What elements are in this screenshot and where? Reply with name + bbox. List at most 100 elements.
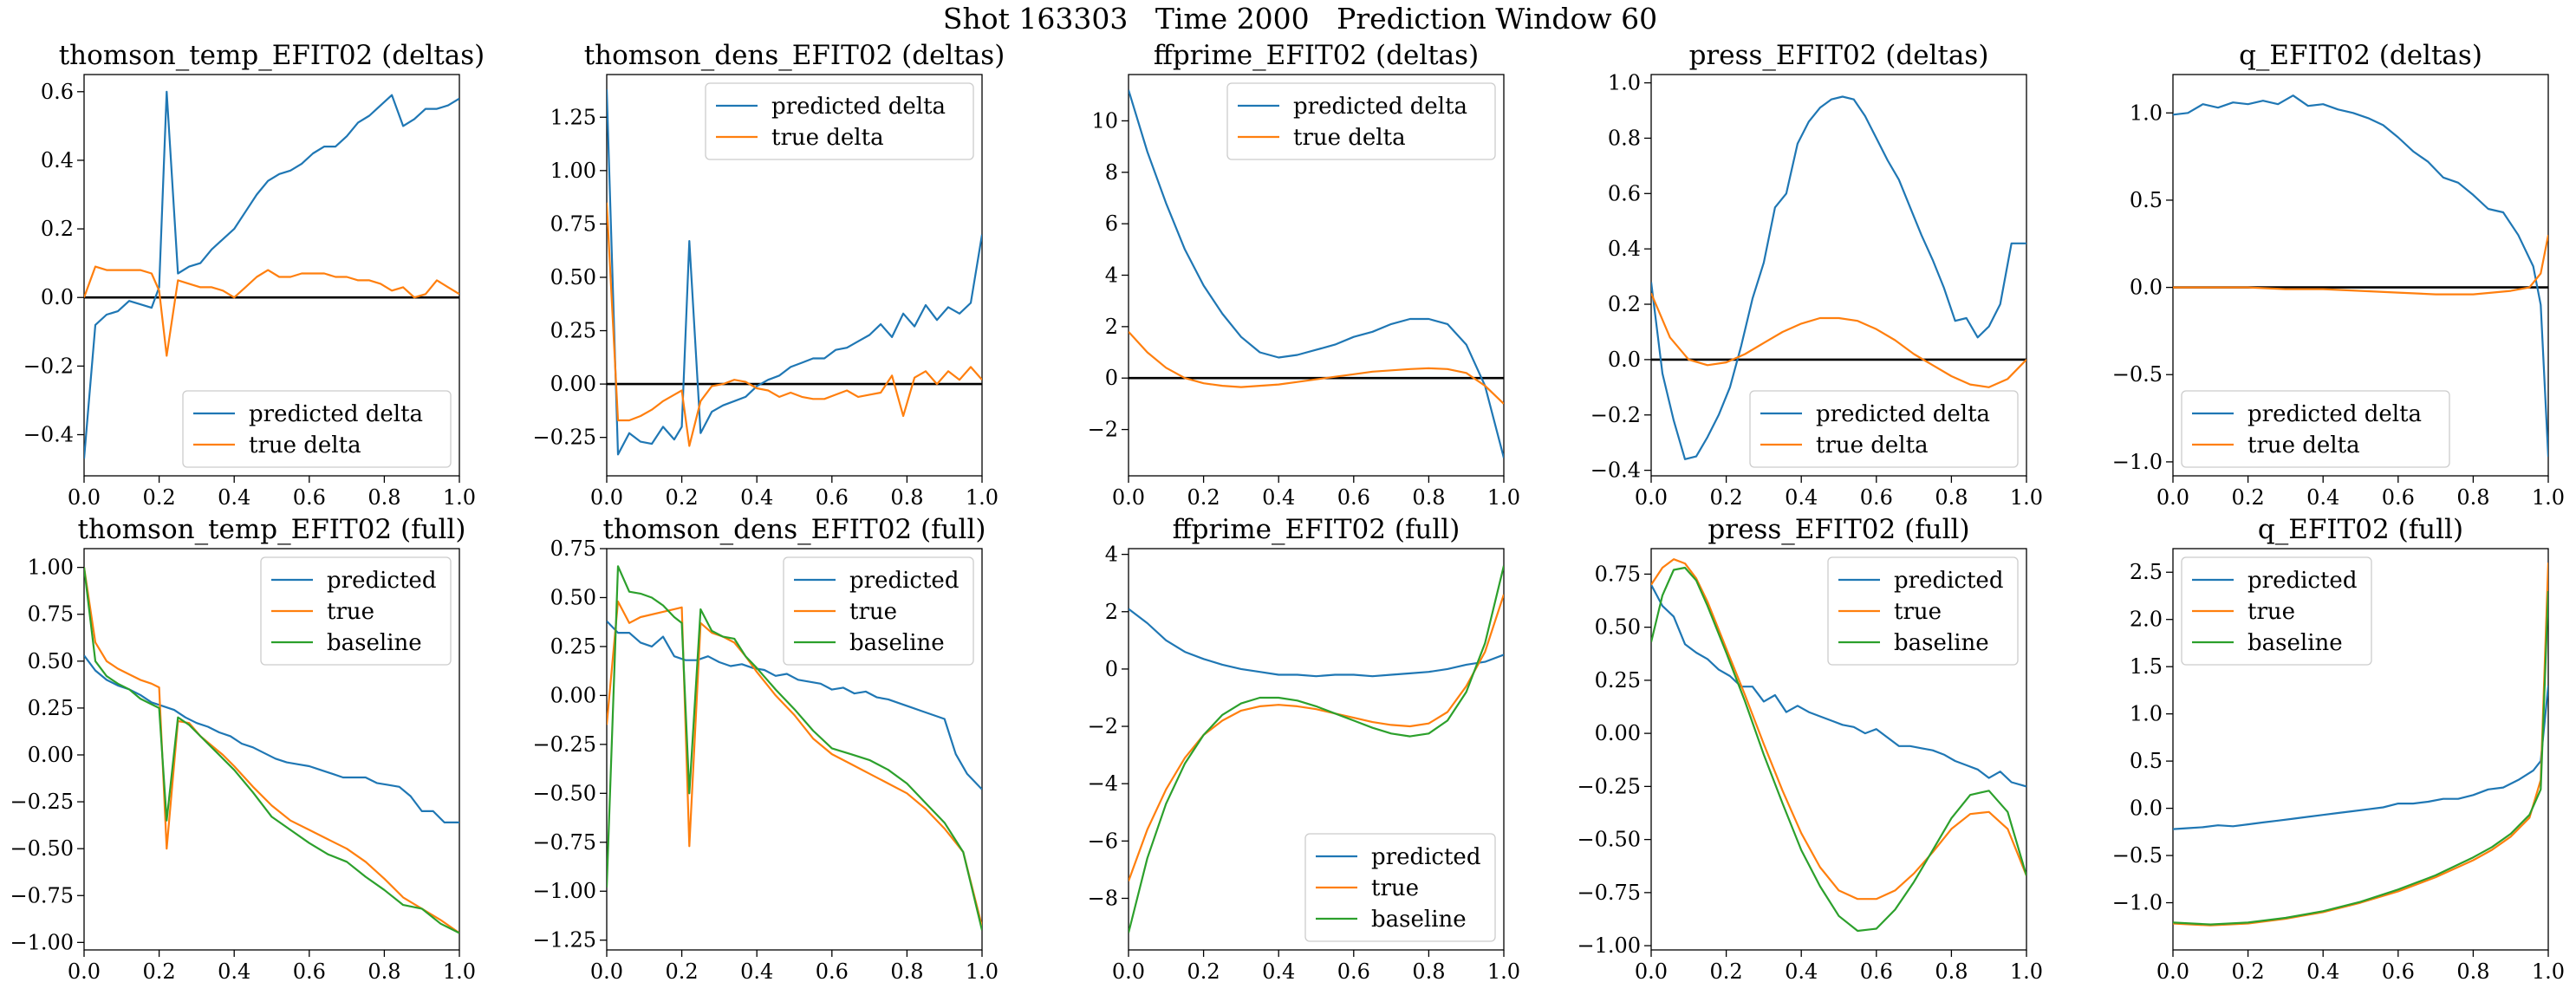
x-tick-label: 0.0 xyxy=(2156,485,2189,510)
series-line-predicted xyxy=(2173,94,2548,457)
legend-label: true delta xyxy=(249,432,361,458)
y-tick-label: 10 xyxy=(1091,108,1118,133)
y-tick-label: 0.00 xyxy=(550,372,596,396)
legend-box xyxy=(1749,390,2019,468)
series-line-true xyxy=(607,202,982,447)
y-tick-label: −1.00 xyxy=(532,879,596,903)
x-tick-label: 0.2 xyxy=(143,959,176,982)
y-tick-label: −1.00 xyxy=(1577,933,1641,958)
subplot-title: thomson_dens_EFIT02 (deltas) xyxy=(584,40,1005,71)
x-tick-label: 0.0 xyxy=(68,485,101,510)
x-tick-label: 0.2 xyxy=(1187,485,1220,510)
series-line-true xyxy=(84,567,459,934)
x-tick-label: 0.2 xyxy=(2232,485,2265,510)
x-tick-label: 0.4 xyxy=(2306,959,2339,982)
y-tick-label: 0.6 xyxy=(1608,181,1641,205)
series-group xyxy=(1651,95,2026,460)
series-line-predicted xyxy=(1651,584,2026,788)
y-tick-label: −0.2 xyxy=(1590,403,1641,427)
x-tick-label: 0.2 xyxy=(1710,485,1743,510)
y-tick-label: 4 xyxy=(1105,263,1118,288)
series-line-predicted xyxy=(1129,89,1504,458)
legend-box xyxy=(260,556,452,666)
y-tick-label: 0.75 xyxy=(1595,562,1641,586)
legend-label: predicted delta xyxy=(1293,94,1467,120)
x-tick-label: 0.4 xyxy=(740,959,773,982)
y-tick-label: 2 xyxy=(1105,600,1118,624)
legend-label: predicted xyxy=(2247,568,2357,594)
subplot-ffprime_full: ffprime_EFIT02 (full) 0.0 0.2 0.4 0.6 0.8 1.0 −… xyxy=(1088,514,1520,982)
subplot-thomson_temp_delta: thomson_temp_EFIT02 (deltas) 0.0 0.2 0.4 0.6… xyxy=(23,40,485,510)
legend-label: predicted xyxy=(849,568,959,594)
series-line-predicted xyxy=(607,89,982,456)
series-line-predicted xyxy=(84,90,459,459)
y-tick-label: 2 xyxy=(1105,315,1118,339)
series-line-predicted xyxy=(1651,95,2026,460)
legend-label: baseline xyxy=(1371,907,1467,933)
subplot-title: thomson_dens_EFIT02 (full) xyxy=(603,514,986,545)
y-tick-label: 1.5 xyxy=(2130,654,2163,679)
subplot-ffprime_delta: ffprime_EFIT02 (deltas) 0.0 0.2 0.4 0.6 0.8 1.… xyxy=(1088,40,1520,510)
y-tick-label: 1.00 xyxy=(28,556,74,580)
legend-label: predicted delta xyxy=(1816,401,1990,427)
series-group xyxy=(1651,558,2026,933)
y-tick-label: −0.25 xyxy=(10,790,74,814)
series-line-predicted xyxy=(84,654,459,824)
y-tick-label: −6 xyxy=(1088,829,1118,853)
y-tick-label: 0.4 xyxy=(41,148,74,172)
x-tick-label: 0.8 xyxy=(2456,485,2489,510)
x-tick-label: 1.0 xyxy=(2010,485,2043,510)
y-tick-label: 2.0 xyxy=(2130,608,2163,632)
x-tick-label: 1.0 xyxy=(443,959,476,982)
legend-label: true delta xyxy=(2247,432,2360,458)
legend-box xyxy=(2181,556,2372,666)
x-tick-label: 0.0 xyxy=(590,485,623,510)
y-tick-label: 0.75 xyxy=(550,537,596,561)
x-tick-label: 0.0 xyxy=(590,959,623,982)
x-tick-label: 0.0 xyxy=(1635,485,1668,510)
x-tick-label: 1.0 xyxy=(2532,959,2565,982)
y-tick-label: 0.75 xyxy=(550,211,596,236)
subplot-grid: thomson_temp_EFIT02 (deltas) 0.0 0.2 0.4 0.6… xyxy=(10,40,2565,982)
y-tick-label: 8 xyxy=(1105,160,1118,185)
x-tick-label: 0.6 xyxy=(1337,485,1370,510)
series-line-predicted xyxy=(607,620,982,790)
y-tick-label: −0.4 xyxy=(23,423,74,447)
subplot-title: ffprime_EFIT02 (full) xyxy=(1173,514,1460,545)
legend: predicted delta true delta xyxy=(2181,390,2450,468)
subplot-title: thomson_temp_EFIT02 (full) xyxy=(78,514,466,545)
subplot-press_full: press_EFIT02 (full) 0.0 0.2 0.4 0.6 0.8 1.0 −1.… xyxy=(1577,514,2043,982)
y-tick-label: 0.6 xyxy=(41,80,74,104)
legend: predicted delta true delta xyxy=(1226,82,1496,160)
y-tick-label: −0.75 xyxy=(1577,881,1641,905)
x-tick-label: 1.0 xyxy=(443,485,476,510)
y-tick-label: 0.0 xyxy=(2130,276,2163,300)
series-group xyxy=(607,89,982,456)
legend-label: baseline xyxy=(849,630,945,656)
legend-label: true xyxy=(1894,599,1942,625)
legend: predicted true baseline xyxy=(1827,556,2019,666)
y-tick-label: −1.25 xyxy=(532,928,596,953)
y-tick-label: 1.0 xyxy=(2130,101,2163,125)
y-tick-label: −2 xyxy=(1088,418,1118,442)
legend: predicted true baseline xyxy=(1304,833,1496,942)
series-line-predicted xyxy=(1129,608,1504,678)
x-tick-label: 0.0 xyxy=(1112,959,1145,982)
y-tick-label: 0.00 xyxy=(1595,721,1641,745)
y-tick-label: −1.0 xyxy=(2112,450,2163,474)
x-tick-label: 0.6 xyxy=(1860,959,1893,982)
legend: predicted delta true delta xyxy=(1749,390,2019,468)
legend-label: predicted delta xyxy=(771,94,946,120)
legend-label: true delta xyxy=(771,125,884,151)
y-tick-label: 2.5 xyxy=(2130,560,2163,584)
y-tick-label: 0.2 xyxy=(1608,292,1641,316)
subplot-q_delta: q_EFIT02 (deltas) 0.0 0.2 0.4 0.6 0.8 1.0 −1.0 −… xyxy=(2112,40,2565,510)
legend-label: predicted xyxy=(1894,568,2003,594)
y-tick-label: −1.0 xyxy=(2112,891,2163,915)
y-tick-label: 0.25 xyxy=(28,696,74,720)
y-tick-label: 0.0 xyxy=(1608,348,1641,372)
x-tick-label: 0.2 xyxy=(143,485,176,510)
x-tick-label: 0.6 xyxy=(293,959,326,982)
subplot-title: press_EFIT02 (full) xyxy=(1708,514,1969,545)
